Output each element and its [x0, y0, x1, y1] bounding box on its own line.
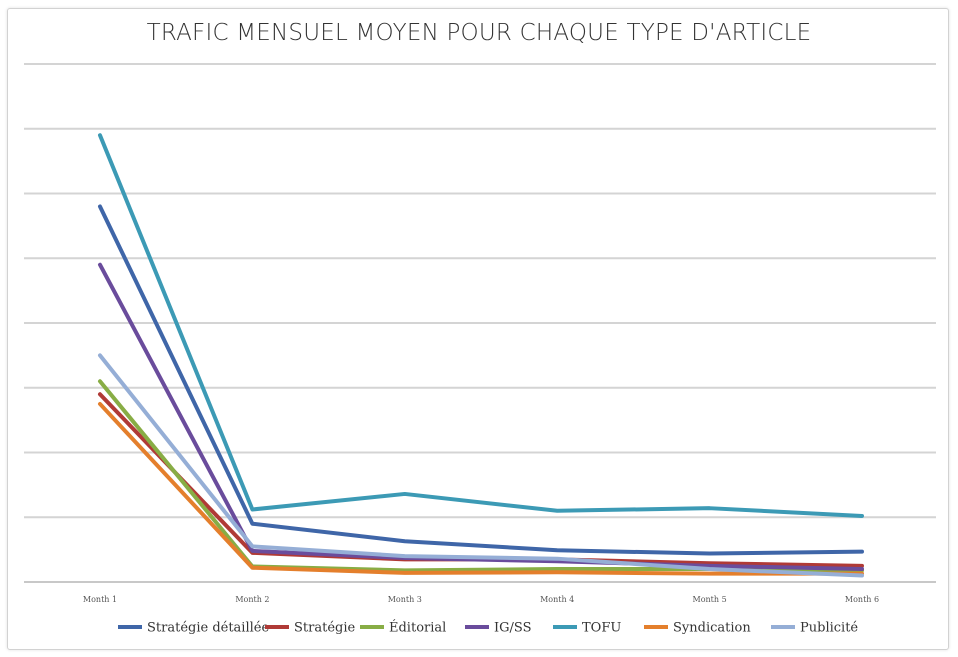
x-tick-label: Month 3 [388, 595, 422, 604]
x-tick-label: Month 5 [693, 595, 727, 604]
legend-label: Stratégie détaillée [147, 621, 269, 636]
legend-label: Éditorial [389, 620, 446, 636]
legend-label: Publicité [800, 621, 858, 636]
chart-frame [7, 8, 949, 650]
chart-title: TRAFIC MENSUEL MOYEN POUR CHAQUE TYPE D'… [146, 20, 812, 46]
series-line-6 [98, 401, 864, 576]
x-tick-label: Month 2 [235, 595, 269, 604]
series-line-7 [98, 353, 864, 578]
series-line-5 [98, 133, 864, 518]
series-line-4 [98, 262, 864, 572]
x-tick-label: Month 4 [540, 595, 574, 604]
legend-label: IG/SS [494, 621, 531, 636]
x-tick-label: Month 1 [83, 595, 117, 604]
x-axis-ticks: Month 1 Month 2 Month 3 Month 4 Month 5 Month… [83, 595, 879, 604]
x-tick-label: Month 6 [845, 595, 879, 604]
legend: Stratégie détaillée Stratégie Éditorial IG/… [118, 620, 858, 636]
series-lines [98, 133, 864, 578]
legend-label: TOFU [582, 621, 621, 636]
series-line-1 [98, 204, 864, 556]
legend-label: Syndication [673, 621, 751, 636]
gridlines [24, 63, 936, 583]
legend-label: Stratégie [294, 621, 355, 636]
